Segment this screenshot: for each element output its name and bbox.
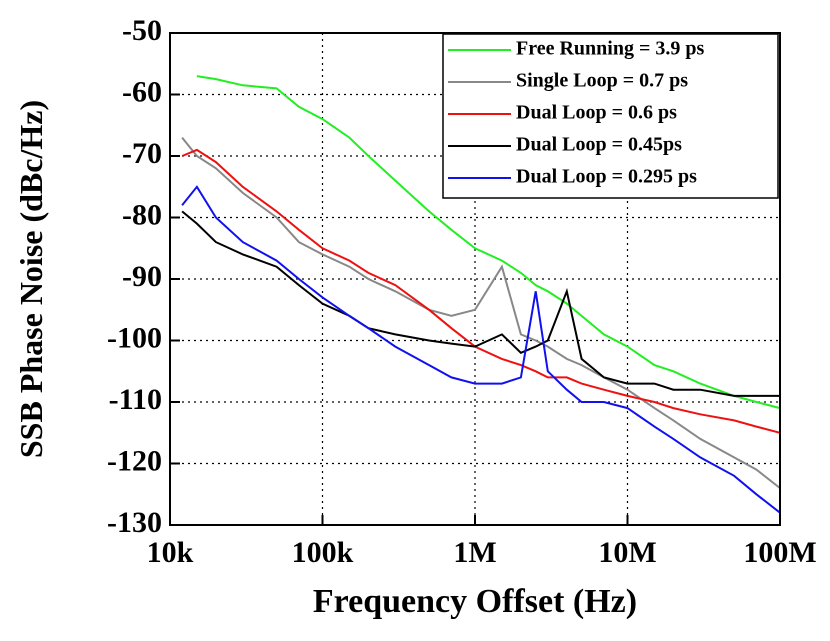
y-tick-label: -70 — [122, 137, 162, 170]
legend-label: Dual Loop = 0.45ps — [516, 134, 682, 156]
legend-label: Dual Loop = 0.295 ps — [516, 166, 697, 188]
x-tick-label: 10k — [147, 536, 194, 569]
y-tick-label: -110 — [109, 383, 162, 416]
x-tick-label: 10M — [598, 536, 656, 569]
x-tick-label: 100M — [743, 536, 816, 569]
series-line — [181, 210, 780, 397]
series-line — [181, 136, 781, 489]
legend-label: Single Loop = 0.7 ps — [516, 70, 688, 92]
plot-frame — [169, 32, 781, 526]
series-line — [181, 148, 781, 434]
y-tick-label: -100 — [107, 321, 162, 354]
legend-label: Free Running = 3.9 ps — [516, 38, 704, 60]
y-tick-label: -60 — [122, 75, 162, 108]
y-axis-label: SSB Phase Noise (dBc/Hz) — [13, 100, 49, 458]
y-tick-label: -120 — [107, 444, 162, 477]
y-tick-label: -130 — [107, 506, 162, 539]
y-tick-label: -50 — [122, 14, 162, 47]
y-tick-label: -90 — [122, 260, 162, 293]
x-tick-label: 100k — [292, 536, 354, 569]
legend-box — [442, 33, 779, 199]
legend-label: Dual Loop = 0.6 ps — [516, 102, 677, 124]
series-line — [196, 75, 781, 410]
y-tick-label: -80 — [122, 198, 162, 231]
legend: Free Running = 3.9 ps Single Loop = 0.7 p… — [442, 33, 779, 199]
series-line — [181, 185, 781, 514]
x-axis-label: Frequency Offset (Hz) — [313, 583, 637, 620]
x-tick-label: 1M — [453, 536, 496, 569]
